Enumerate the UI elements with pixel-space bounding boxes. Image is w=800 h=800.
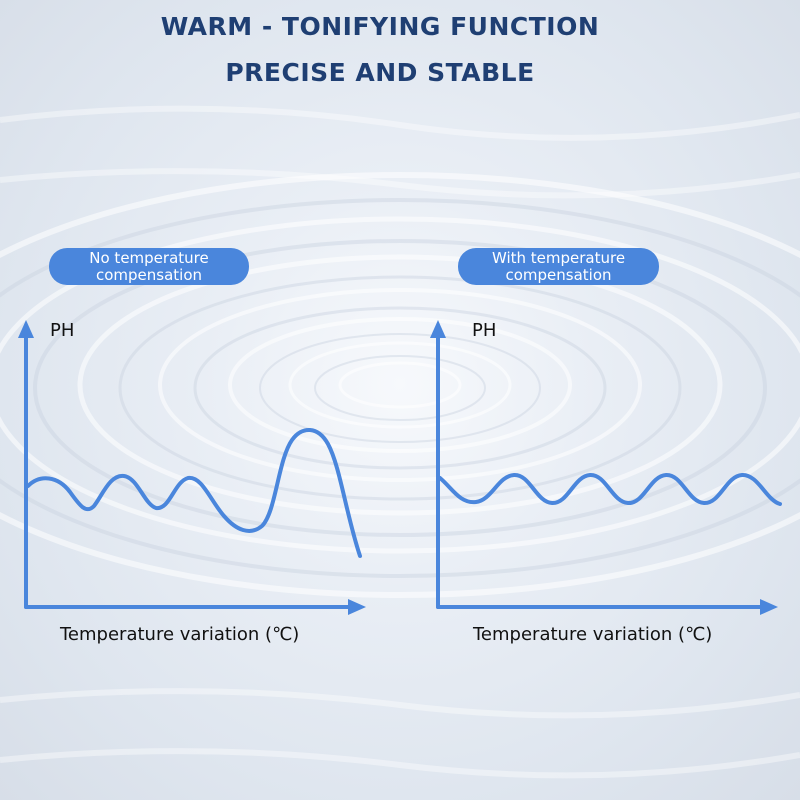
right-chart — [430, 320, 782, 615]
left-y-axis-label: PH — [50, 320, 75, 341]
left-chart — [18, 320, 366, 615]
right-y-axis-label: PH — [472, 320, 497, 341]
right-x-axis-label: Temperature variation (℃) — [473, 624, 713, 645]
badge-with-compensation: With temperature compensation — [458, 248, 659, 285]
right-ph-curve — [438, 473, 782, 506]
headline-secondary: PRECISE AND STABLE — [225, 58, 535, 87]
y-axis-arrow-icon — [18, 320, 34, 338]
x-axis-arrow-icon — [760, 599, 778, 615]
left-x-axis-label: Temperature variation (℃) — [60, 624, 300, 645]
y-axis-arrow-icon — [430, 320, 446, 338]
badge-no-compensation: No temperature compensation — [49, 248, 249, 285]
x-axis-arrow-icon — [348, 599, 366, 615]
headline-primary: WARM - TONIFYING FUNCTION — [160, 12, 600, 41]
left-ph-curve — [26, 428, 362, 558]
